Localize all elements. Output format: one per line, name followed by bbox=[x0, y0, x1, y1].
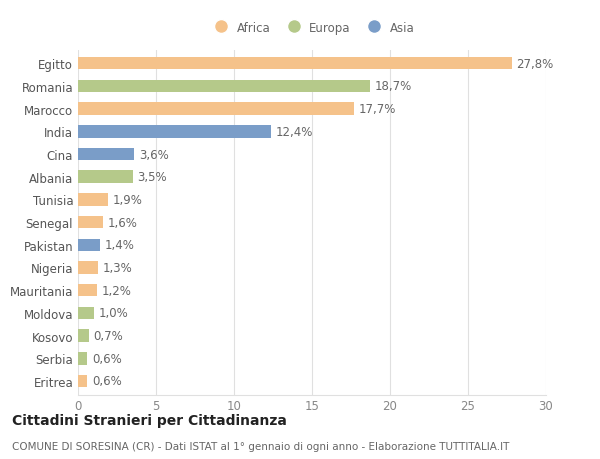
Bar bbox=[78, 103, 354, 116]
Bar bbox=[78, 148, 134, 161]
Text: 0,6%: 0,6% bbox=[92, 352, 122, 365]
Bar bbox=[78, 194, 107, 206]
Text: 1,6%: 1,6% bbox=[107, 216, 137, 229]
Text: 0,7%: 0,7% bbox=[94, 330, 124, 342]
Bar bbox=[78, 239, 100, 252]
Text: 1,3%: 1,3% bbox=[103, 262, 133, 274]
Text: 1,2%: 1,2% bbox=[101, 284, 131, 297]
Text: 12,4%: 12,4% bbox=[276, 126, 313, 139]
Text: 3,6%: 3,6% bbox=[139, 148, 169, 161]
Text: 3,5%: 3,5% bbox=[137, 171, 167, 184]
Text: 18,7%: 18,7% bbox=[374, 80, 412, 93]
Bar bbox=[78, 80, 370, 93]
Bar bbox=[78, 352, 88, 365]
Bar bbox=[78, 330, 89, 342]
Text: 1,9%: 1,9% bbox=[112, 194, 142, 207]
Text: COMUNE DI SORESINA (CR) - Dati ISTAT al 1° gennaio di ogni anno - Elaborazione T: COMUNE DI SORESINA (CR) - Dati ISTAT al … bbox=[12, 441, 509, 451]
Text: 17,7%: 17,7% bbox=[359, 103, 396, 116]
Bar bbox=[78, 262, 98, 274]
Text: 0,6%: 0,6% bbox=[92, 375, 122, 388]
Legend: Africa, Europa, Asia: Africa, Europa, Asia bbox=[205, 17, 419, 39]
Bar bbox=[78, 307, 94, 319]
Bar bbox=[78, 58, 512, 70]
Text: 27,8%: 27,8% bbox=[517, 57, 554, 71]
Bar bbox=[78, 171, 133, 184]
Bar bbox=[78, 375, 88, 387]
Bar bbox=[78, 126, 271, 138]
Text: 1,4%: 1,4% bbox=[104, 239, 134, 252]
Bar bbox=[78, 284, 97, 297]
Text: 1,0%: 1,0% bbox=[98, 307, 128, 319]
Bar bbox=[78, 216, 103, 229]
Text: Cittadini Stranieri per Cittadinanza: Cittadini Stranieri per Cittadinanza bbox=[12, 413, 287, 427]
